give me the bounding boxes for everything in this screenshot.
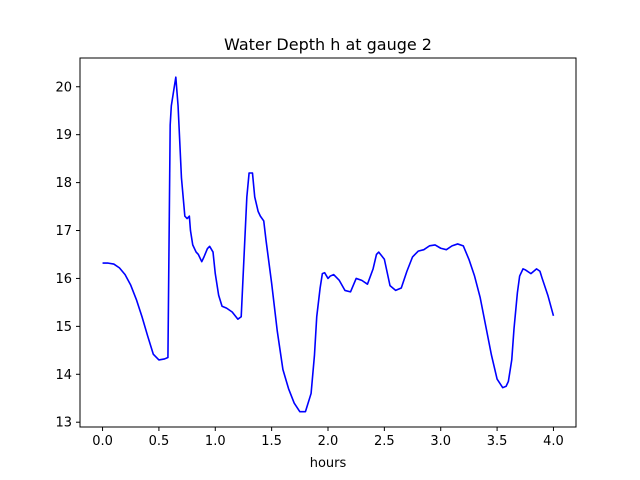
y-tick-label: 14 [55,368,72,383]
x-tick-label: 0.0 [92,434,113,449]
series-line-0 [102,76,555,413]
x-axis: 0.0 0.5 1.0 1.5 2.0 2.5 3.0 3.5 4.0 [92,427,564,449]
y-tick-label: 13 [55,416,72,431]
y-tick-label: 16 [55,272,72,287]
x-tick-label: 3.5 [487,434,508,449]
chart-title: Water Depth h at gauge 2 [224,35,432,54]
y-tick-label: 15 [55,320,72,335]
x-tick-label: 1.0 [205,434,226,449]
x-tick-label: 0.5 [149,434,170,449]
x-tick-label: 2.5 [374,434,395,449]
x-tick-label: 1.5 [261,434,282,449]
y-tick-label: 20 [55,80,72,95]
y-tick-label: 19 [55,128,72,143]
x-tick-label: 4.0 [543,434,564,449]
y-tick-label: 17 [55,224,72,239]
x-tick-label: 3.0 [430,434,451,449]
y-axis: 13 14 15 16 17 18 19 20 [55,80,80,431]
x-tick-label: 2.0 [318,434,339,449]
x-axis-label: hours [310,456,347,471]
plot-layer [102,76,555,413]
y-tick-label: 18 [55,176,72,191]
